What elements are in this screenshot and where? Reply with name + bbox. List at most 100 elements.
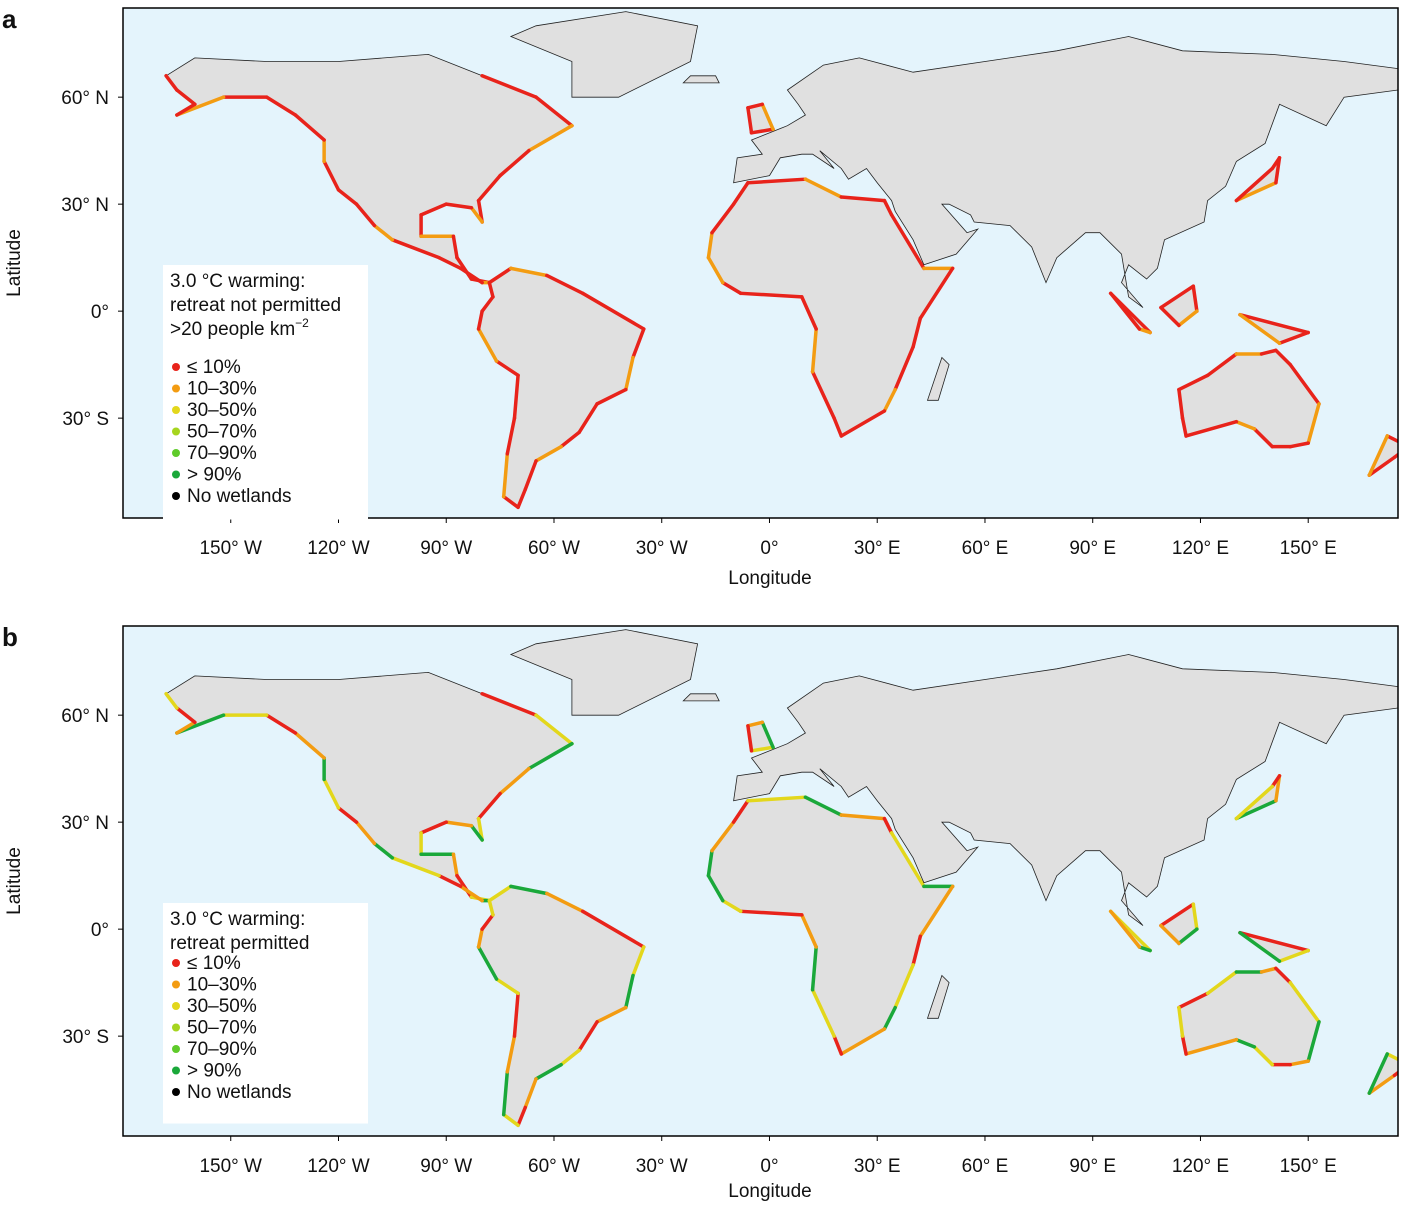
coast-segment <box>882 387 897 413</box>
coast-segment <box>1234 419 1257 431</box>
coast-segment <box>710 820 736 853</box>
coast-segment <box>336 806 359 824</box>
y-tick-label: 0° <box>91 302 109 323</box>
coast-segment <box>1306 402 1321 445</box>
x-tick-label: 90° E <box>1069 1156 1116 1177</box>
coast-segment <box>760 720 775 750</box>
coast-segment <box>523 459 538 492</box>
coast-segment <box>1191 902 1199 931</box>
coast-segment <box>595 1005 628 1024</box>
coast-segment <box>882 816 894 835</box>
coast-segment <box>1385 434 1398 444</box>
coast-segment <box>1238 312 1310 335</box>
x-tick-label: 0° <box>760 1156 778 1177</box>
coast-segment <box>580 291 646 331</box>
coast-segment <box>480 74 538 99</box>
legend-marker <box>172 1088 180 1096</box>
coast-segment <box>501 1070 510 1117</box>
coast-segment <box>175 102 197 117</box>
coast-segment <box>1270 774 1282 789</box>
x-tick-label: 90° W <box>420 538 472 559</box>
coast-segment <box>1288 1059 1310 1067</box>
coast-segment <box>839 1027 887 1056</box>
coast-segment <box>810 988 836 1038</box>
legend-marker <box>172 1002 180 1010</box>
legend-label: 10–30% <box>187 379 257 400</box>
coast-segment <box>810 370 836 420</box>
coast-segment <box>577 402 599 435</box>
coast-segment <box>534 95 574 128</box>
legend-title-text: 3.0 °C warming: <box>170 271 305 292</box>
coast-segment <box>738 291 804 299</box>
coast-segment <box>1184 1037 1239 1056</box>
coast-segment <box>1252 1045 1275 1067</box>
coast-segment <box>336 188 359 206</box>
map-panel: b 150° W 120° W 90° W 60° W 30° W 0° 30° E 60° E… <box>2 622 1399 1202</box>
x-tick-label: 0° <box>760 538 778 559</box>
coast-segment <box>534 444 563 463</box>
coast-segment <box>710 202 736 235</box>
coast-segment <box>487 884 513 903</box>
coast-segment <box>760 102 775 132</box>
coast-segment <box>322 159 341 192</box>
legend-marker <box>172 427 180 436</box>
coast-segment <box>918 884 955 939</box>
coast-segment <box>706 873 725 903</box>
coast-segment <box>889 831 926 889</box>
coast-segment <box>372 223 395 242</box>
legend-title: retreat not permitted <box>170 295 341 316</box>
coast-segment <box>749 127 775 135</box>
coast-segment <box>746 106 754 135</box>
coast-segment <box>175 720 197 735</box>
coast-segment <box>516 1105 528 1128</box>
coast-segment <box>1392 452 1398 460</box>
coast-segment <box>1159 923 1181 946</box>
coast-segment <box>451 852 459 878</box>
coast-segment <box>1392 1070 1398 1078</box>
coast-segment <box>509 266 549 278</box>
coast-segment <box>746 724 754 753</box>
coast-segment <box>810 327 818 374</box>
coast-segment <box>577 1020 599 1053</box>
legend-label: > 90% <box>187 465 242 486</box>
coast-segment <box>1234 1037 1257 1049</box>
coast-segment <box>437 255 463 271</box>
coast-segment <box>487 266 513 285</box>
coast-segment <box>1385 1052 1398 1062</box>
coast-segment <box>476 945 499 981</box>
coast-segment <box>451 234 459 260</box>
coast-segment <box>889 213 926 271</box>
x-tick-label: 90° E <box>1069 538 1116 559</box>
frame <box>122 625 1399 1137</box>
landmass <box>682 75 720 84</box>
coast-segment <box>882 1005 897 1031</box>
legend-label: ≤ 10% <box>187 953 241 974</box>
coast-segment <box>839 409 887 438</box>
coast-segment <box>706 230 714 260</box>
legend-label: 70–90% <box>187 443 257 464</box>
coast-segment <box>911 934 923 967</box>
panel-label: b <box>2 622 18 652</box>
x-tick-label: 150° W <box>199 538 262 559</box>
coast-segment <box>476 927 484 949</box>
x-tick-label: 60° W <box>528 1156 580 1177</box>
coast-segment <box>498 148 531 178</box>
coast-segment <box>893 345 915 392</box>
x-tick-label: 30° W <box>636 538 688 559</box>
coast-segment <box>1177 927 1199 946</box>
x-tick-label: 150° W <box>199 1156 262 1177</box>
coast-segment <box>803 795 844 817</box>
frame <box>122 7 1399 519</box>
coast-segment <box>1205 352 1239 378</box>
coast-segment <box>559 430 581 449</box>
landmass <box>733 36 1398 308</box>
coast-segment <box>1180 416 1188 438</box>
land <box>164 629 1398 1128</box>
coast-segment <box>1238 930 1310 953</box>
coast-segment <box>480 913 495 931</box>
coast-segment <box>749 745 775 753</box>
coast-segment <box>1234 799 1278 821</box>
coast-segment <box>512 991 520 1038</box>
y-tick-label: 30° S <box>62 409 109 430</box>
coast-segment <box>1252 427 1275 449</box>
